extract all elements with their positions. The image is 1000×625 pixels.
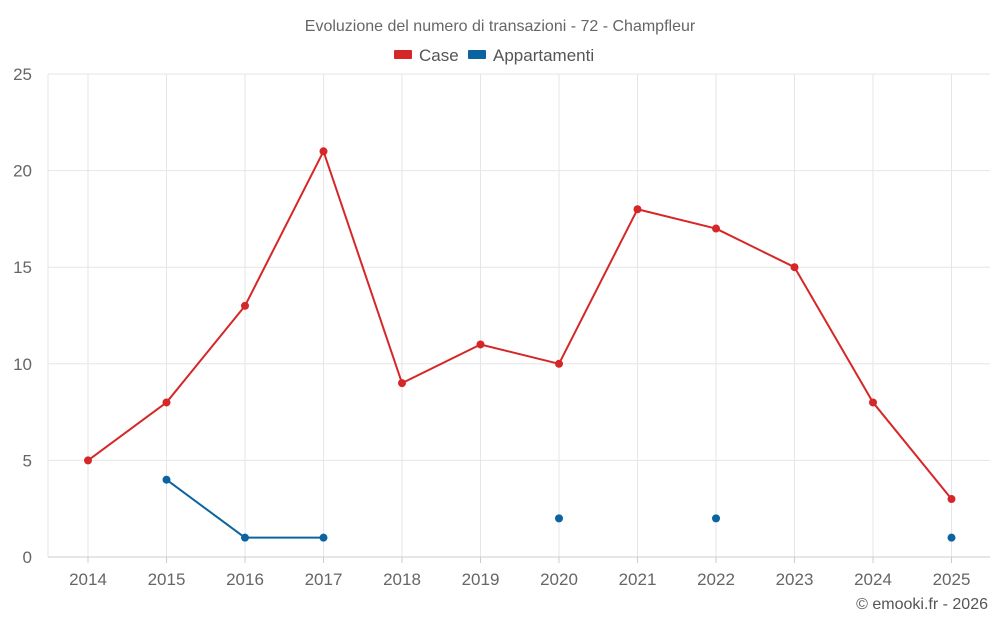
data-point-appartamenti-2022[interactable] (712, 514, 720, 523)
y-tick-label: 25 (13, 65, 32, 84)
y-tick-label: 0 (23, 548, 32, 567)
y-tick-label: 15 (13, 258, 32, 277)
series-line-case (87, 150, 953, 500)
data-point-case-2020[interactable] (555, 359, 563, 368)
x-tick-label: 2015 (148, 570, 186, 589)
data-point-appartamenti-2025[interactable] (947, 533, 956, 542)
series-case (84, 147, 956, 504)
legend-swatch-case (394, 50, 412, 59)
y-tick-label: 10 (13, 355, 32, 374)
legend-swatch-appartamenti (468, 50, 486, 59)
data-point-case-2015[interactable] (162, 398, 171, 407)
data-point-case-2017[interactable] (319, 147, 328, 156)
x-tick-label: 2024 (854, 570, 892, 589)
data-point-case-2014[interactable] (84, 456, 92, 465)
data-point-appartamenti-2016[interactable] (241, 533, 249, 542)
x-tick-label: 2025 (933, 570, 971, 589)
y-tick-label: 20 (13, 162, 32, 181)
data-point-case-2016[interactable] (241, 301, 249, 310)
series (84, 147, 956, 542)
x-tick-label: 2021 (619, 570, 657, 589)
data-point-case-2024[interactable] (869, 398, 877, 407)
credit-text: © emooki.fr - 2026 (856, 596, 988, 613)
data-point-case-2025[interactable] (947, 495, 956, 504)
legend-item-appartamenti[interactable]: Appartamenti (468, 46, 594, 65)
legend-item-case[interactable]: Case (394, 46, 459, 65)
x-tick-label: 2014 (69, 570, 107, 589)
data-point-appartamenti-2017[interactable] (319, 533, 328, 542)
data-point-case-2021[interactable] (633, 205, 642, 214)
data-point-case-2018[interactable] (398, 379, 406, 388)
legend-label-case: Case (419, 46, 459, 65)
chart-title: Evoluzione del numero di transazioni - 7… (305, 18, 696, 35)
x-tick-label: 2017 (305, 570, 343, 589)
legend-label-appartamenti: Appartamenti (493, 46, 594, 65)
x-tick-label: 2016 (226, 570, 264, 589)
grid (47, 73, 990, 557)
x-tick-label: 2023 (776, 570, 814, 589)
series-appartamenti (162, 475, 956, 542)
data-point-case-2023[interactable] (790, 263, 799, 272)
x-tick-label: 2020 (540, 570, 578, 589)
y-tick-label: 5 (23, 451, 32, 470)
legend: Case Appartamenti (394, 46, 594, 65)
data-point-appartamenti-2020[interactable] (555, 514, 563, 523)
x-tick-label: 2022 (697, 570, 735, 589)
data-point-appartamenti-2015[interactable] (162, 475, 171, 484)
data-point-case-2022[interactable] (712, 224, 720, 233)
data-point-case-2019[interactable] (476, 340, 485, 349)
x-tick-label: 2018 (383, 570, 421, 589)
x-tick-label: 2019 (462, 570, 500, 589)
